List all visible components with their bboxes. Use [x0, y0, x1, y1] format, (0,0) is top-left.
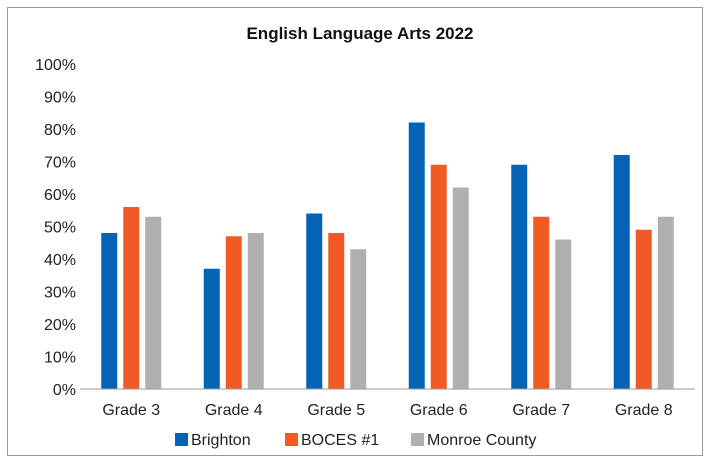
legend: Brighton BOCES #1 Monroe County [175, 432, 536, 449]
x-tick-label: Grade 6 [410, 402, 468, 419]
y-tick-label: 30% [44, 285, 76, 302]
y-tick-label: 60% [44, 187, 76, 204]
x-tick-label: Grade 4 [205, 402, 263, 419]
chart-title: English Language Arts 2022 [246, 24, 473, 43]
legend-label: BOCES #1 [301, 432, 379, 449]
y-tick-label: 90% [44, 90, 76, 107]
bar [328, 233, 345, 389]
y-tick-label: 100% [35, 57, 76, 74]
legend-label: Monroe County [427, 432, 536, 449]
bar [635, 229, 652, 389]
y-tick-label: 50% [44, 220, 76, 237]
x-tick-label: Grade 3 [102, 402, 160, 419]
bar [225, 236, 242, 389]
x-tick-label: Grade 7 [512, 402, 570, 419]
y-tick-label: 70% [44, 155, 76, 172]
x-tick-label: Grade 5 [307, 402, 365, 419]
bar [247, 233, 264, 389]
bar [430, 164, 447, 389]
bar [408, 122, 425, 389]
y-tick-label: 40% [44, 252, 76, 269]
y-tick-label: 10% [44, 350, 76, 367]
bar [533, 216, 550, 389]
legend-label: Brighton [191, 432, 251, 449]
bar [613, 155, 630, 389]
x-axis: Grade 3 Grade 4 Grade 5 Grade 6 Grade 7 Grade… [80, 388, 695, 419]
bar [555, 239, 572, 389]
bar [306, 213, 323, 389]
bar [123, 207, 140, 389]
bar [101, 233, 118, 389]
y-tick-label: 0% [53, 382, 76, 399]
y-axis: 0% 10% 20% 30% 40% 50% 60% 70% 80% 90% 100% [35, 57, 76, 399]
legend-swatch [285, 433, 298, 446]
bars [101, 122, 674, 389]
legend-swatch [411, 433, 424, 446]
bar [350, 249, 367, 389]
legend-swatch [175, 433, 188, 446]
bar [203, 268, 220, 389]
bar [657, 216, 674, 389]
bar [452, 187, 469, 389]
bar [145, 216, 162, 389]
bar [511, 164, 528, 389]
y-tick-label: 80% [44, 122, 76, 139]
y-tick-label: 20% [44, 317, 76, 334]
x-tick-label: Grade 8 [615, 402, 673, 419]
